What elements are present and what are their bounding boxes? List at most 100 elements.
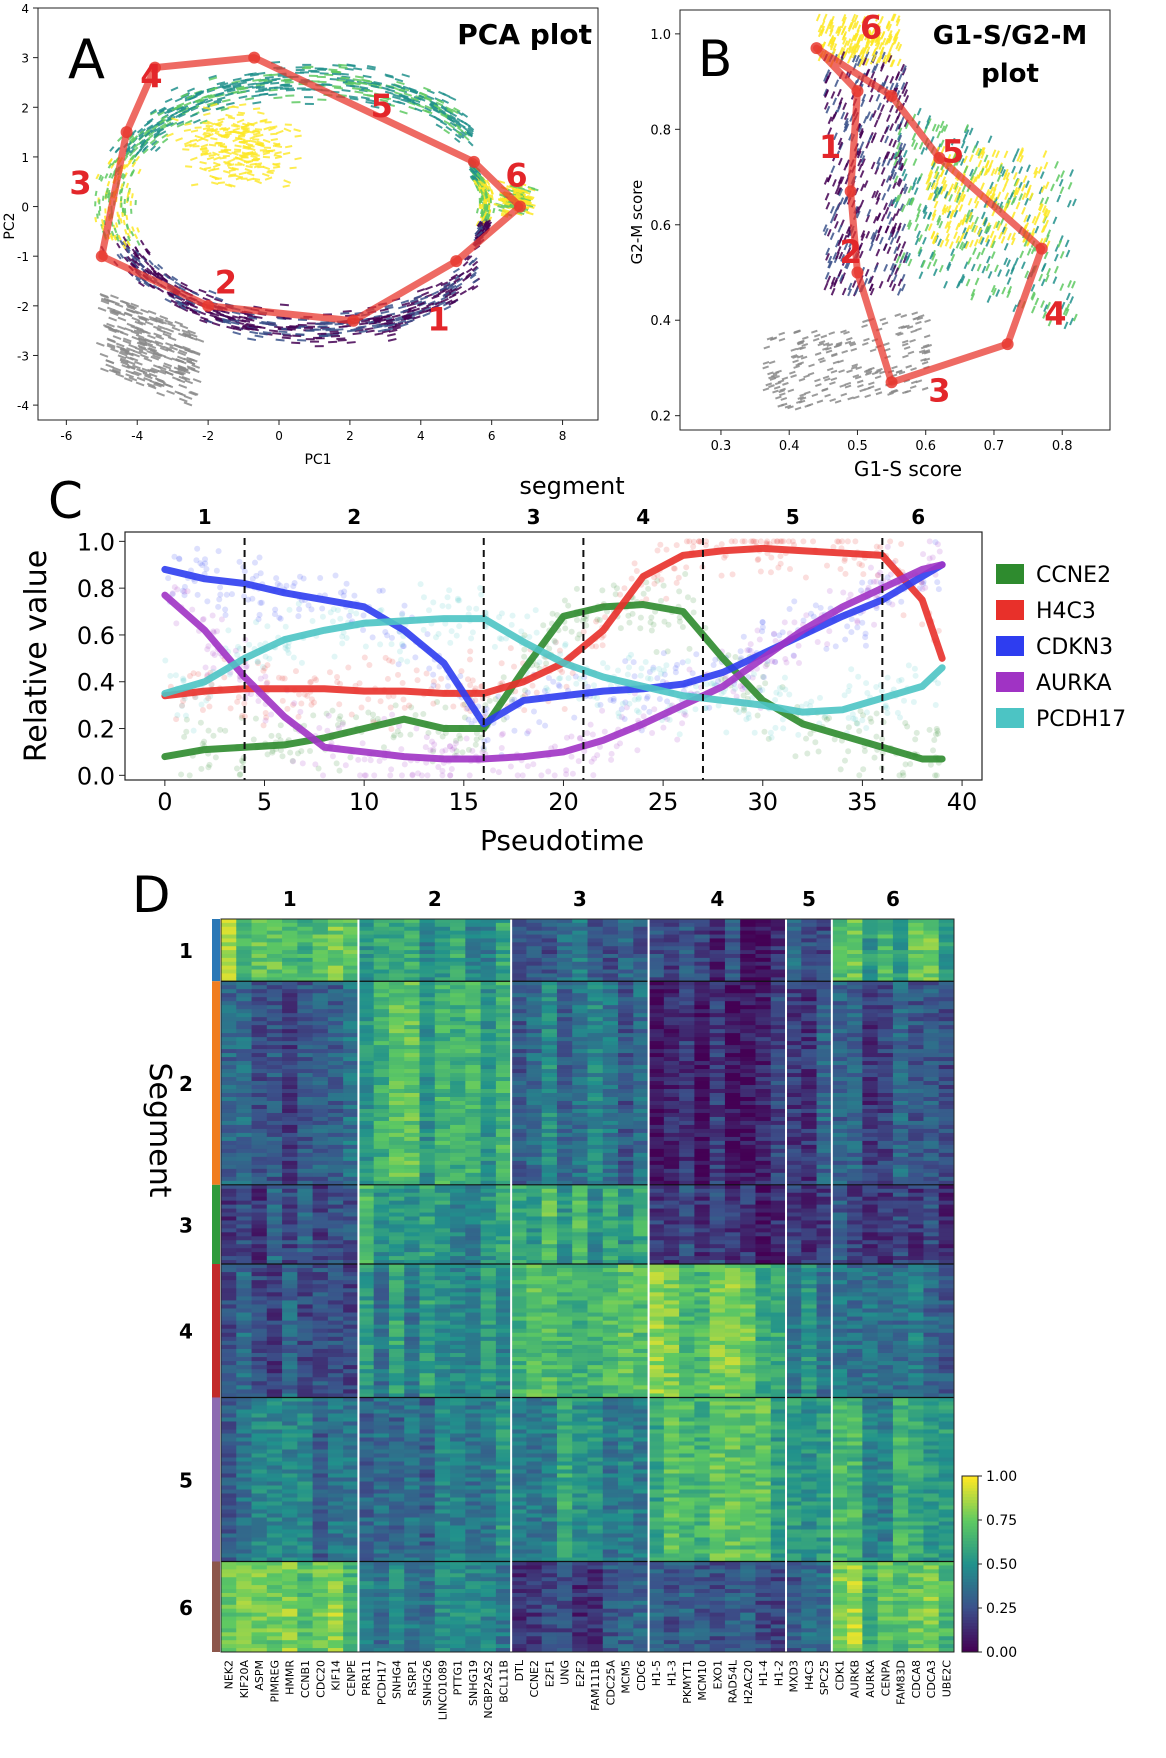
- velocity-arrow: [138, 252, 144, 259]
- scatter-point: [673, 542, 680, 549]
- velocity-arrow: [273, 154, 281, 158]
- velocity-arrow: [266, 171, 274, 175]
- velocity-arrow: [338, 66, 348, 70]
- scatter-point: [519, 772, 526, 779]
- scatter-point: [397, 731, 404, 738]
- scatter-point: [292, 668, 299, 675]
- velocity-arrow: [392, 95, 401, 100]
- scatter-point: [861, 747, 868, 754]
- scatter-point: [848, 666, 855, 673]
- velocity-arrow: [284, 145, 293, 149]
- scatter-point: [674, 736, 681, 743]
- scatter-point: [561, 597, 568, 604]
- scatter-point: [645, 585, 652, 592]
- scatter-point: [187, 673, 194, 680]
- velocity-arrow: [134, 254, 141, 260]
- trajectory-label: 6: [860, 9, 882, 47]
- velocity-arrow: [238, 95, 248, 99]
- velocity-arrow: [358, 329, 368, 334]
- scatter-point: [469, 629, 476, 636]
- trajectory-node: [885, 89, 898, 102]
- velocity-arrow: [101, 221, 105, 228]
- velocity-arrow: [254, 128, 263, 131]
- velocity-arrow: [410, 299, 419, 305]
- scatter-point: [844, 538, 851, 545]
- scatter-point: [407, 731, 414, 738]
- velocity-arrow: [156, 127, 165, 134]
- velocity-arrow: [112, 235, 117, 241]
- scatter-point: [426, 607, 433, 614]
- velocity-arrow: [354, 90, 364, 94]
- x-tick-label: 0.7: [984, 439, 1005, 454]
- scatter-point: [757, 538, 764, 545]
- velocity-arrow: [263, 73, 273, 77]
- scatter-point: [562, 625, 569, 632]
- scatter-point: [377, 698, 384, 705]
- velocity-arrow: [373, 314, 383, 319]
- scatter-point: [599, 587, 606, 594]
- scatter-point: [202, 560, 209, 567]
- scatter-point: [712, 656, 719, 663]
- velocity-arrow: [128, 136, 135, 143]
- scatter-point: [430, 671, 437, 678]
- velocity-arrow: [252, 177, 261, 181]
- scatter-point: [356, 680, 363, 687]
- velocity-arrow: [427, 300, 436, 306]
- scatter-point: [369, 634, 376, 641]
- velocity-arrow: [294, 156, 302, 161]
- velocity-arrow: [161, 133, 169, 139]
- velocity-arrow: [453, 107, 461, 113]
- scatter-point: [617, 625, 624, 632]
- scatter-point: [565, 602, 572, 609]
- scatter-point: [672, 669, 679, 676]
- scatter-point: [426, 665, 433, 672]
- scatter-point: [319, 605, 326, 612]
- velocity-arrow: [94, 190, 98, 197]
- velocity-arrow: [435, 123, 443, 129]
- scatter-point: [382, 629, 389, 636]
- scatter-point: [569, 770, 576, 777]
- velocity-arrow: [146, 124, 154, 130]
- scatter-point: [194, 545, 201, 552]
- velocity-arrow: [273, 96, 283, 100]
- scatter-point: [337, 680, 344, 687]
- scatter-point: [309, 617, 316, 624]
- scatter-point: [217, 584, 224, 591]
- scatter-point: [757, 568, 764, 575]
- scatter-point: [912, 736, 919, 743]
- scatter-point: [211, 651, 218, 658]
- scatter-point: [740, 633, 747, 640]
- velocity-arrow: [411, 312, 420, 318]
- velocity-arrow: [443, 128, 451, 135]
- velocity-arrow: [346, 64, 356, 68]
- y-tick-label: -1: [17, 250, 29, 264]
- velocity-arrow: [268, 93, 278, 97]
- scatter-point: [391, 732, 398, 739]
- velocity-arrow: [341, 89, 351, 93]
- velocity-arrow: [345, 84, 355, 88]
- velocity-arrow: [174, 299, 183, 305]
- scatter-point: [325, 712, 332, 719]
- scatter-point: [367, 757, 374, 764]
- velocity-arrow: [245, 164, 253, 169]
- velocity-arrow: [148, 259, 154, 266]
- velocity-arrow: [259, 120, 267, 123]
- scatter-point: [607, 696, 614, 703]
- velocity-arrow: [191, 183, 199, 187]
- scatter-point: [644, 693, 651, 700]
- velocity-arrow: [453, 118, 461, 124]
- scatter-point: [507, 645, 514, 652]
- scatter-point: [860, 571, 867, 578]
- panel-a-ylabel: PC2: [2, 212, 18, 239]
- velocity-arrow: [214, 317, 224, 322]
- velocity-arrow: [275, 338, 285, 342]
- velocity-arrow: [134, 275, 141, 281]
- scatter-point: [862, 642, 869, 649]
- velocity-arrow: [352, 78, 362, 82]
- scatter-point: [256, 554, 263, 561]
- velocity-arrow: [201, 149, 209, 153]
- velocity-arrow: [109, 146, 115, 152]
- scatter-point: [447, 639, 454, 646]
- velocity-arrow: [121, 181, 126, 187]
- velocity-arrow: [183, 128, 192, 132]
